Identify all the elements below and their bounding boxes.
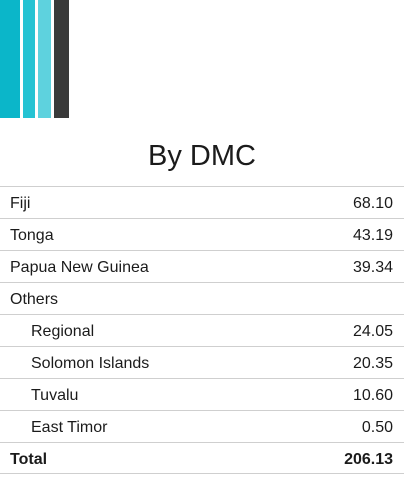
row-value: 24.05 (352, 323, 393, 340)
row-label: Papua New Guinea (10, 259, 149, 276)
logo-bar-3 (38, 0, 51, 118)
row-label: Others (10, 291, 59, 308)
row-value: 43.19 (352, 227, 393, 244)
total-value: 206.13 (344, 451, 393, 468)
table-row-fiji: Fiji 68.10 (0, 186, 404, 218)
row-label: East Timor (31, 419, 108, 436)
row-label: Tuvalu (31, 387, 79, 404)
row-value: 10.60 (352, 387, 393, 404)
table-row-total: Total 206.13 (0, 442, 404, 474)
row-value: 68.10 (352, 195, 393, 212)
row-value: 0.50 (361, 419, 393, 436)
row-label: Regional (31, 323, 95, 340)
row-value: 20.35 (352, 355, 393, 372)
table-row-east-timor: East Timor 0.50 (0, 410, 404, 442)
page-title: By DMC (148, 140, 256, 172)
table-row-solomon-islands: Solomon Islands 20.35 (0, 346, 404, 378)
table-row-others: Others (0, 282, 404, 314)
table-row-tonga: Tonga 43.19 (0, 218, 404, 250)
dmc-table: Fiji 68.10 Tonga 43.19 Papua New Guinea … (0, 186, 404, 474)
logo (0, 0, 72, 120)
total-label: Total (10, 451, 48, 468)
table-row-papua-new-guinea: Papua New Guinea 39.34 (0, 250, 404, 282)
row-value: 39.34 (352, 259, 393, 276)
row-label: Solomon Islands (31, 355, 150, 372)
logo-bar-4 (54, 0, 69, 118)
table-row-regional: Regional 24.05 (0, 314, 404, 346)
table-row-tuvalu: Tuvalu 10.60 (0, 378, 404, 410)
logo-bar-2 (23, 0, 35, 118)
logo-bar-1 (0, 0, 20, 118)
row-label: Tonga (10, 227, 54, 244)
row-label: Fiji (10, 195, 31, 212)
